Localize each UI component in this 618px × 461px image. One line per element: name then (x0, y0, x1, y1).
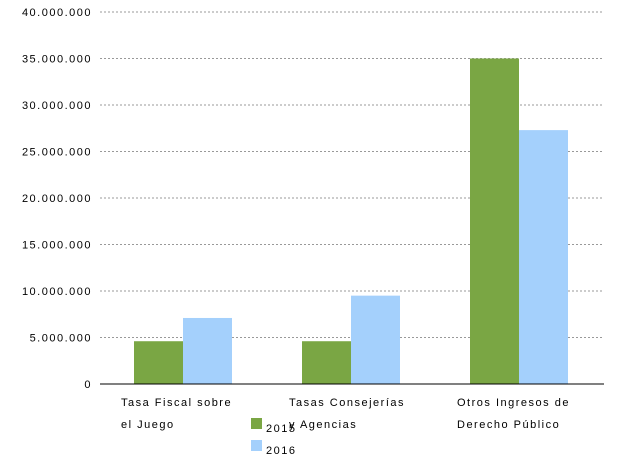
legend-swatch-2015 (251, 418, 262, 429)
y-tick-label: 40.000.000 (22, 7, 92, 19)
category-label: Tasas Consejerías (289, 397, 405, 409)
y-tick-label: 20.000.000 (22, 193, 92, 205)
legend-label-2016: 2016 (266, 445, 296, 457)
bar-2015-cat-2 (470, 58, 519, 384)
legend-swatch-2016 (251, 440, 262, 451)
bar-2015-cat-0 (134, 341, 183, 384)
y-tick-label: 25.000.000 (22, 147, 92, 159)
category-label: Derecho Público (457, 419, 560, 431)
y-tick-label: 0 (84, 379, 92, 391)
y-tick-label: 15.000.000 (22, 240, 92, 252)
bar-2016-cat-1 (351, 295, 400, 384)
category-label: Tasa Fiscal sobre (121, 397, 232, 409)
bar-2015-cat-1 (302, 341, 351, 384)
category-label: el Juego (121, 419, 175, 431)
bars (134, 58, 568, 384)
y-tick-label: 10.000.000 (22, 286, 92, 298)
legend-label-2015: 2015 (266, 423, 296, 435)
x-axis-category-labels: Tasa Fiscal sobre el Juego Tasas Consejerí… (121, 397, 570, 431)
y-tick-label: 5.000.000 (30, 333, 92, 345)
gridlines (100, 11, 604, 338)
bar-2016-cat-2 (519, 130, 568, 384)
y-tick-label: 30.000.000 (22, 100, 92, 112)
category-label: y Agencias (289, 419, 357, 431)
bar-2016-cat-0 (183, 317, 232, 384)
y-tick-label: 35.000.000 (22, 54, 92, 66)
legend: 2015 2016 (251, 418, 296, 457)
y-axis-tick-labels: 0 5.000.000 10.000.000 15.000.000 20.000.000… (22, 7, 92, 391)
category-label: Otros Ingresos de (457, 397, 570, 409)
